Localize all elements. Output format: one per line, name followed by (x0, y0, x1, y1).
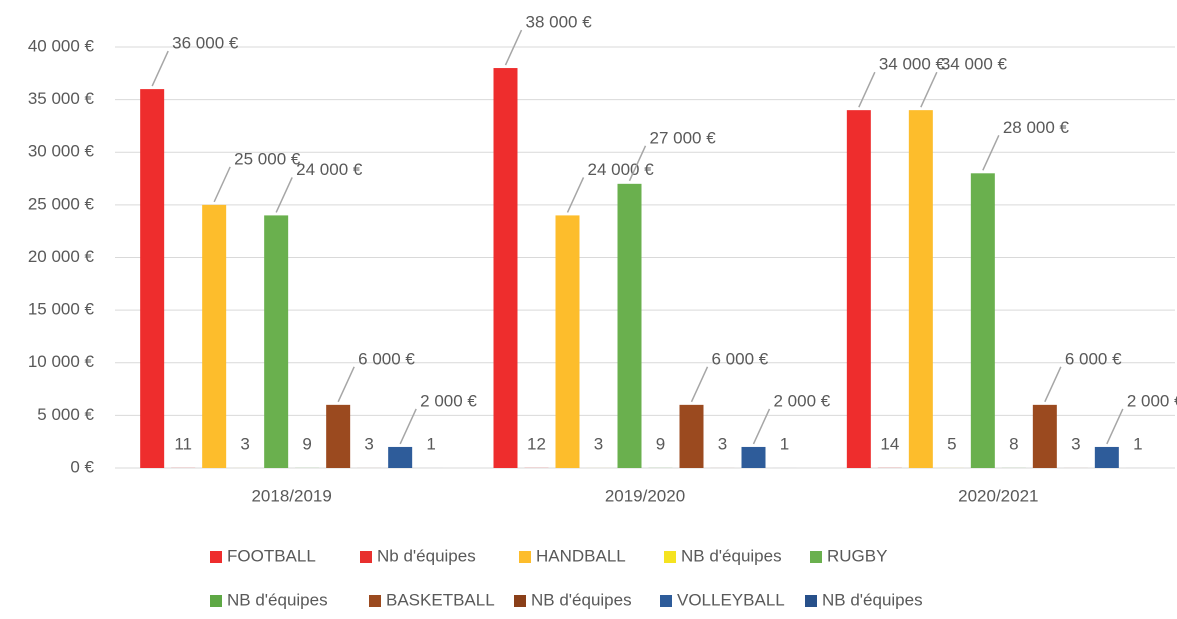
data-label: 36 000 € (172, 34, 239, 53)
bar (493, 68, 518, 469)
data-label: 1 (426, 434, 435, 453)
legend-swatch (810, 551, 822, 563)
leader-line (1044, 366, 1062, 403)
bar (140, 89, 165, 468)
leader-line (566, 177, 585, 213)
y-tick-label: 40 000 € (28, 36, 95, 55)
legend-label: RUGBY (827, 546, 887, 565)
leader-line (337, 366, 355, 403)
legend-swatch (369, 595, 381, 607)
y-tick-label: 0 € (70, 457, 94, 476)
legend-label: Nb d'équipes (377, 546, 476, 565)
bar (1032, 404, 1057, 468)
leader-line (858, 71, 876, 108)
leader-line (275, 177, 293, 213)
y-tick-label: 20 000 € (28, 247, 95, 266)
data-label: 38 000 € (526, 13, 593, 32)
legend-label: NB d'équipes (681, 546, 782, 565)
data-label: 2 000 € (774, 391, 831, 410)
legend-swatch (805, 595, 817, 607)
leader-line (504, 29, 523, 66)
x-tick-label: 2019/2020 (605, 486, 685, 505)
bar (741, 446, 766, 468)
data-label: 6 000 € (358, 349, 415, 368)
data-label: 14 (880, 434, 899, 453)
bar (264, 215, 289, 468)
legend-swatch (519, 551, 531, 563)
bar (617, 183, 642, 468)
data-label: 2 000 € (420, 391, 477, 410)
data-label: 34 000 € (879, 55, 946, 74)
data-label: 24 000 € (296, 160, 363, 179)
data-label: 3 (1071, 434, 1080, 453)
legend-label: NB d'équipes (531, 590, 632, 609)
bar (908, 110, 933, 469)
data-label: 6 000 € (1065, 349, 1122, 368)
leader-line (920, 71, 938, 108)
legend-label: VOLLEYBALL (677, 590, 785, 609)
leader-line (399, 408, 417, 445)
y-tick-label: 10 000 € (28, 352, 95, 371)
bar (202, 204, 227, 468)
leader-line (982, 134, 1000, 171)
y-tick-label: 35 000 € (28, 89, 95, 108)
bar (846, 110, 871, 469)
legend-swatch (360, 551, 372, 563)
data-label: 5 (947, 434, 956, 453)
legend-swatch (660, 595, 672, 607)
leader-line (752, 408, 771, 445)
y-tick-label: 5 000 € (37, 405, 94, 424)
y-tick-label: 25 000 € (28, 194, 95, 213)
bar (326, 404, 351, 468)
bar (970, 173, 995, 469)
leader-line (628, 145, 647, 182)
data-label: 8 (1009, 434, 1018, 453)
data-label: 11 (174, 434, 192, 453)
legend-label: NB d'équipes (227, 590, 328, 609)
leader-line (151, 50, 169, 87)
legend-swatch (514, 595, 526, 607)
bar (555, 215, 580, 468)
legend-swatch (664, 551, 676, 563)
y-tick-label: 30 000 € (28, 142, 95, 161)
data-label: 3 (240, 434, 249, 453)
x-tick-label: 2018/2019 (251, 486, 331, 505)
legend-swatch (210, 551, 222, 563)
data-label: 2 000 € (1127, 391, 1177, 410)
legend-label: FOOTBALL (227, 546, 316, 565)
data-label: 12 (527, 434, 546, 453)
data-label: 9 (656, 434, 665, 453)
x-tick-label: 2020/2021 (958, 486, 1038, 505)
data-label: 1 (1133, 434, 1142, 453)
data-label: 24 000 € (588, 160, 655, 179)
legend-label: BASKETBALL (386, 590, 495, 609)
y-tick-label: 15 000 € (28, 300, 95, 319)
legend-swatch (210, 595, 222, 607)
data-label: 3 (718, 434, 727, 453)
data-label: 9 (302, 434, 311, 453)
data-label: 3 (364, 434, 373, 453)
bar (388, 446, 413, 468)
leader-line (213, 166, 231, 203)
leader-line (1106, 408, 1124, 445)
data-label: 1 (780, 434, 789, 453)
data-label: 6 000 € (712, 349, 769, 368)
bar (679, 404, 704, 468)
leader-line (690, 366, 709, 403)
data-label: 3 (594, 434, 603, 453)
legend-label: NB d'équipes (822, 590, 923, 609)
data-label: 28 000 € (1003, 118, 1070, 137)
data-label: 27 000 € (650, 128, 717, 147)
bar (1094, 446, 1119, 468)
legend-label: HANDBALL (536, 546, 626, 565)
data-label: 25 000 € (234, 149, 301, 168)
data-label: 34 000 € (941, 55, 1008, 74)
